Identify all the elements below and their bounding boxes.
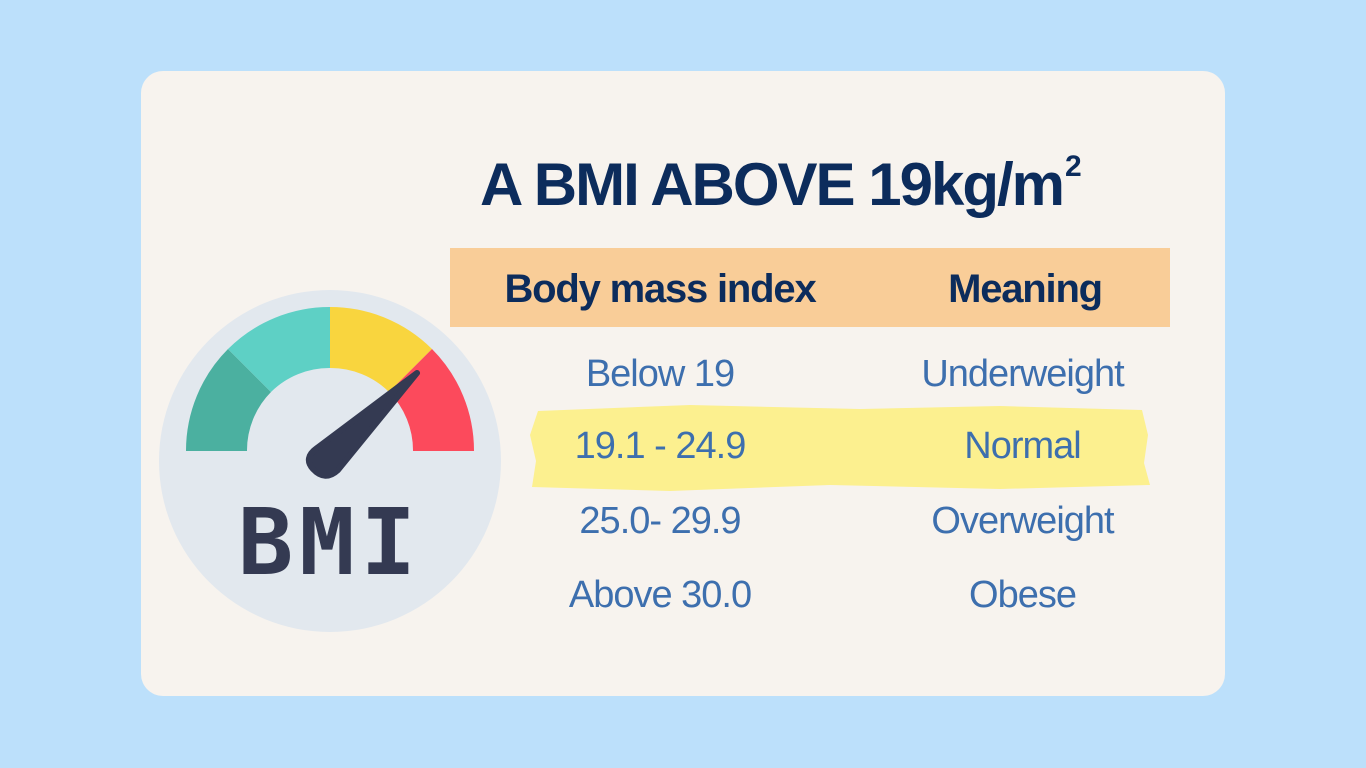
table-cell-range: 19.1 - 24.9 xyxy=(574,425,747,467)
column-header-meaning: Meaning xyxy=(948,267,1103,311)
table-cell-range: Below 19 xyxy=(585,353,735,395)
page-title: A BMI ABOVE 19kg/m2 xyxy=(480,150,1200,219)
bmi-gauge-icon: BMI xyxy=(155,286,505,636)
table-cell-range: 25.0- 29.9 xyxy=(579,500,741,542)
highlight-stroke xyxy=(530,405,1150,491)
table-cell-meaning: Normal xyxy=(964,425,1081,467)
title-superscript: 2 xyxy=(1065,150,1082,183)
gauge-label: BMI xyxy=(238,489,422,596)
table-cell-meaning: Underweight xyxy=(921,353,1124,395)
gauge-segment-yellow xyxy=(330,306,432,392)
gauge-segment-teal xyxy=(228,306,330,392)
table-cell-range: Above 30.0 xyxy=(568,574,752,616)
table-cell-meaning: Obese xyxy=(969,574,1077,616)
gauge-needle xyxy=(305,370,420,479)
gauge-segment-dark-teal xyxy=(185,349,271,451)
title-text: A BMI ABOVE 19kg/m xyxy=(480,151,1065,218)
table-header-band xyxy=(450,248,1170,327)
table-cell-meaning: Overweight xyxy=(931,500,1114,542)
column-header-bmi: Body mass index xyxy=(504,267,816,311)
